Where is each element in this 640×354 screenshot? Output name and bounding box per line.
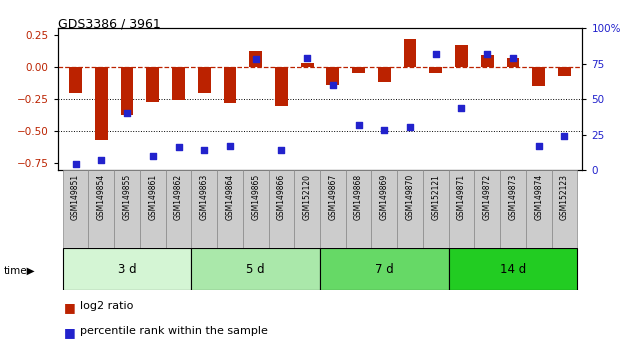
Point bbox=[70, 161, 81, 167]
Point bbox=[225, 143, 235, 149]
Bar bbox=[532, 67, 545, 86]
Bar bbox=[120, 67, 134, 115]
FancyBboxPatch shape bbox=[371, 170, 397, 248]
Point bbox=[328, 82, 338, 88]
FancyBboxPatch shape bbox=[63, 248, 191, 290]
FancyBboxPatch shape bbox=[500, 170, 526, 248]
Text: 7 d: 7 d bbox=[375, 263, 394, 275]
FancyBboxPatch shape bbox=[140, 170, 166, 248]
Bar bbox=[275, 67, 288, 105]
Text: GSM149873: GSM149873 bbox=[508, 174, 518, 220]
Bar bbox=[147, 67, 159, 102]
Bar bbox=[506, 58, 520, 67]
Point bbox=[122, 110, 132, 116]
Point bbox=[302, 55, 312, 61]
FancyBboxPatch shape bbox=[449, 170, 474, 248]
Bar bbox=[198, 67, 211, 93]
Text: time▶: time▶ bbox=[3, 266, 35, 276]
Bar bbox=[223, 67, 236, 103]
Text: GSM149861: GSM149861 bbox=[148, 174, 157, 220]
Point bbox=[379, 127, 389, 133]
Bar bbox=[378, 67, 391, 82]
FancyBboxPatch shape bbox=[114, 170, 140, 248]
FancyBboxPatch shape bbox=[552, 170, 577, 248]
Bar bbox=[69, 67, 82, 93]
Bar bbox=[558, 67, 571, 76]
Point bbox=[276, 147, 287, 153]
FancyBboxPatch shape bbox=[243, 170, 269, 248]
Text: GSM152120: GSM152120 bbox=[303, 174, 312, 220]
Text: 3 d: 3 d bbox=[118, 263, 136, 275]
Text: GSM149868: GSM149868 bbox=[354, 174, 363, 220]
Point bbox=[353, 122, 364, 127]
Text: GSM149855: GSM149855 bbox=[122, 174, 132, 220]
Text: GSM149874: GSM149874 bbox=[534, 174, 543, 220]
FancyBboxPatch shape bbox=[294, 170, 320, 248]
Bar bbox=[326, 67, 339, 85]
Text: log2 ratio: log2 ratio bbox=[80, 301, 133, 311]
Text: GSM149864: GSM149864 bbox=[225, 174, 234, 220]
Point bbox=[482, 51, 492, 57]
Text: GSM149870: GSM149870 bbox=[406, 174, 415, 220]
Text: GDS3386 / 3961: GDS3386 / 3961 bbox=[58, 18, 161, 31]
Text: ■: ■ bbox=[64, 326, 76, 339]
Text: GSM149872: GSM149872 bbox=[483, 174, 492, 220]
Text: GSM149863: GSM149863 bbox=[200, 174, 209, 220]
Bar bbox=[301, 63, 314, 67]
FancyBboxPatch shape bbox=[217, 170, 243, 248]
Text: GSM152123: GSM152123 bbox=[560, 174, 569, 220]
Bar bbox=[95, 67, 108, 140]
FancyBboxPatch shape bbox=[191, 248, 320, 290]
Text: 14 d: 14 d bbox=[500, 263, 526, 275]
Text: 5 d: 5 d bbox=[246, 263, 265, 275]
Bar bbox=[404, 39, 417, 67]
Text: ■: ■ bbox=[64, 301, 76, 314]
FancyBboxPatch shape bbox=[397, 170, 423, 248]
Point bbox=[148, 153, 158, 159]
Point bbox=[173, 144, 184, 150]
Point bbox=[405, 125, 415, 130]
Text: GSM149871: GSM149871 bbox=[457, 174, 466, 220]
Point bbox=[559, 133, 570, 139]
Bar bbox=[249, 51, 262, 67]
FancyBboxPatch shape bbox=[88, 170, 114, 248]
FancyBboxPatch shape bbox=[423, 170, 449, 248]
Text: GSM149867: GSM149867 bbox=[328, 174, 337, 220]
Text: GSM152121: GSM152121 bbox=[431, 174, 440, 220]
Point bbox=[251, 57, 261, 62]
Bar bbox=[429, 67, 442, 73]
Point bbox=[456, 105, 467, 110]
FancyBboxPatch shape bbox=[63, 170, 88, 248]
FancyBboxPatch shape bbox=[166, 170, 191, 248]
FancyBboxPatch shape bbox=[320, 248, 449, 290]
FancyBboxPatch shape bbox=[449, 248, 577, 290]
Bar bbox=[172, 67, 185, 101]
FancyBboxPatch shape bbox=[346, 170, 371, 248]
Text: GSM149865: GSM149865 bbox=[251, 174, 260, 220]
FancyBboxPatch shape bbox=[474, 170, 500, 248]
Text: GSM149851: GSM149851 bbox=[71, 174, 80, 220]
Text: percentile rank within the sample: percentile rank within the sample bbox=[80, 326, 268, 336]
FancyBboxPatch shape bbox=[191, 170, 217, 248]
Point bbox=[199, 147, 209, 153]
FancyBboxPatch shape bbox=[320, 170, 346, 248]
Bar bbox=[481, 55, 493, 67]
Text: GSM149854: GSM149854 bbox=[97, 174, 106, 220]
Bar bbox=[352, 67, 365, 73]
Point bbox=[534, 143, 544, 149]
FancyBboxPatch shape bbox=[269, 170, 294, 248]
Bar bbox=[455, 45, 468, 67]
FancyBboxPatch shape bbox=[526, 170, 552, 248]
Text: GSM149869: GSM149869 bbox=[380, 174, 389, 220]
Point bbox=[508, 55, 518, 61]
Text: GSM149866: GSM149866 bbox=[277, 174, 286, 220]
Point bbox=[431, 51, 441, 57]
Text: GSM149862: GSM149862 bbox=[174, 174, 183, 220]
Point bbox=[96, 157, 106, 163]
